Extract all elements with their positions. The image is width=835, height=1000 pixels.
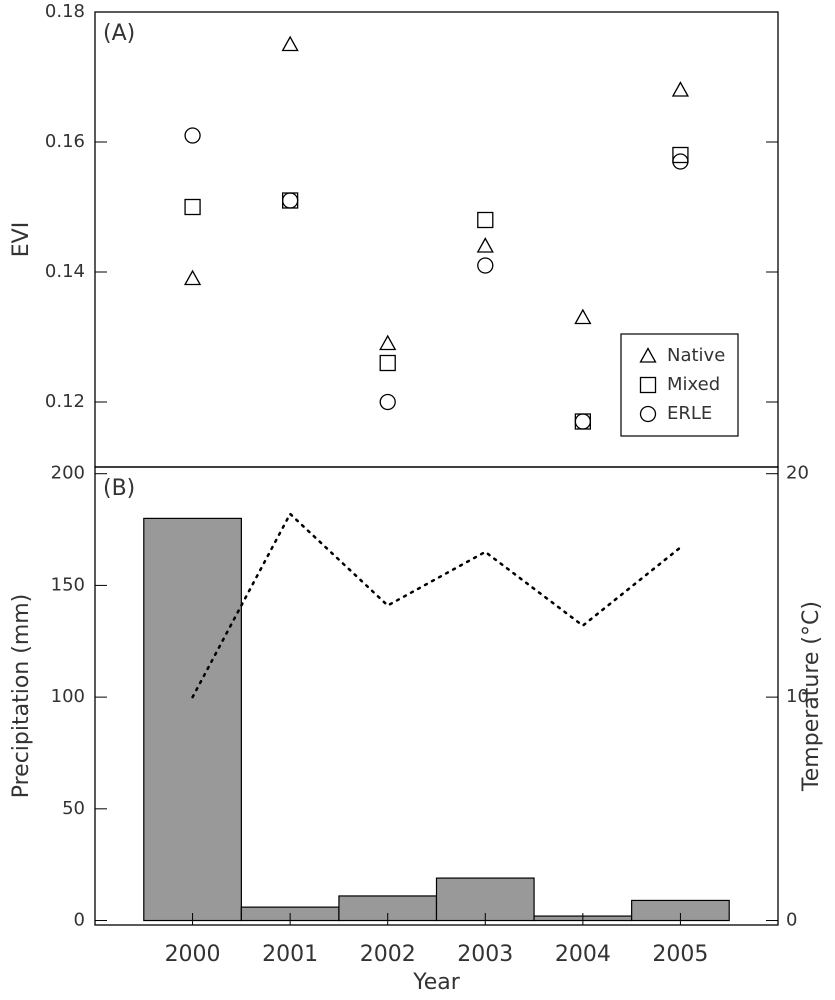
point [183,269,202,286]
point [477,211,494,229]
point [477,257,494,274]
y-tick-label: 0.12 [45,391,85,412]
plot-frame [94,466,779,926]
x-axis-label: Year [412,970,461,995]
point [184,127,201,144]
y-tick-label: 100 [51,686,85,707]
x-tick-label: 2002 [360,942,416,967]
y-tick-label: 0.14 [45,261,85,282]
bar [143,517,242,922]
point [574,413,592,430]
point [184,198,201,216]
x-tick-label: 2000 [165,942,221,967]
point [379,354,396,372]
legend-label: Mixed [667,374,720,395]
y-tick-label: 50 [62,798,85,819]
temperature-line [191,511,682,699]
point [379,334,397,351]
point [281,192,299,209]
y2-tick-label: 20 [786,463,809,484]
y-tick-label: 0.16 [45,131,85,152]
y2-axis-label: Temperature (°C) [799,601,824,792]
point [672,153,689,170]
y-axis-label: EVI [9,222,34,257]
x-tick-label: 2005 [652,942,708,967]
x-tick-label: 2004 [555,942,611,967]
point [476,237,494,253]
y-tick-label: 150 [51,574,85,595]
y2-tick-label: 10 [786,686,809,707]
legend-marker [639,376,657,394]
y-tick-label: 0.18 [45,1,85,22]
panel-label: (A) [103,21,135,46]
legend-label: ERLE [667,403,712,424]
point [379,393,396,411]
legend-marker [639,405,657,423]
legend-marker [639,347,657,363]
legend-label: Native [667,345,725,366]
y-tick-label: 200 [51,463,85,484]
x-tick-label: 2003 [457,942,513,967]
point [574,308,592,325]
x-tick-label: 2001 [262,942,318,967]
y-axis-label: Precipitation (mm) [9,594,34,799]
y-tick-label: 0 [74,910,85,931]
point [672,146,689,164]
y2-tick-label: 0 [786,910,797,931]
point [671,81,690,97]
point [281,35,299,52]
panel-label: (B) [103,476,135,501]
